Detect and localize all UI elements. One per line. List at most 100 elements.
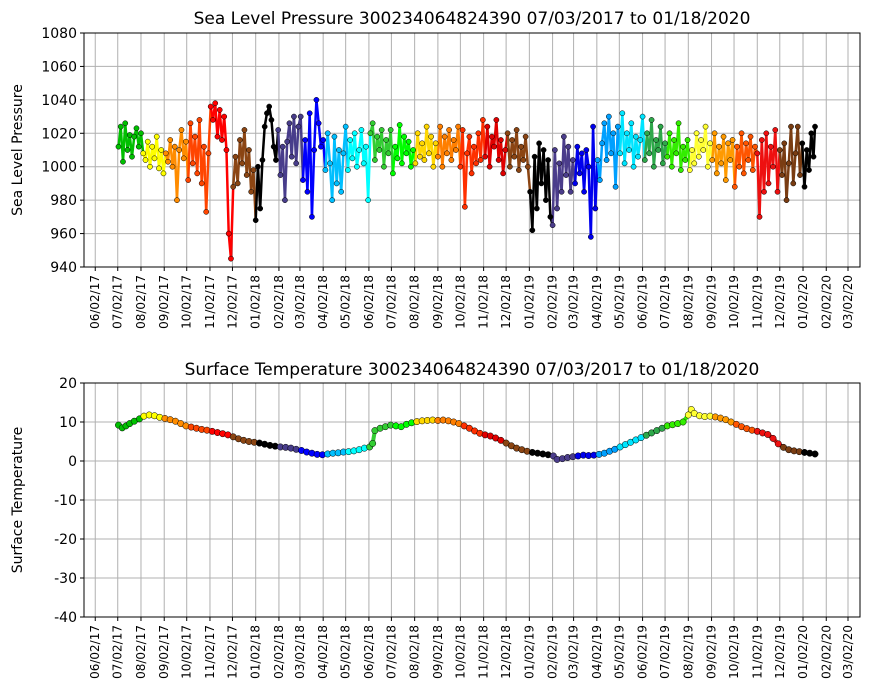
data-point	[120, 158, 126, 165]
data-point	[585, 163, 592, 170]
data-point	[385, 150, 392, 157]
data-point	[502, 147, 509, 153]
data-point	[279, 143, 286, 150]
data-point	[196, 117, 203, 123]
data-point	[419, 140, 425, 147]
data-point	[534, 205, 540, 212]
x-tick-label: 03/02/20	[841, 275, 855, 329]
x-tick-label: 03/02/19	[567, 275, 581, 329]
data-point	[781, 140, 788, 147]
data-point	[565, 143, 572, 150]
x-tick-label: 12/02/18	[499, 625, 513, 679]
data-point	[232, 153, 239, 160]
data-point	[219, 137, 225, 143]
data-point	[327, 160, 333, 167]
data-point	[691, 160, 698, 167]
x-tick-label: 04/02/19	[590, 625, 604, 679]
data-point	[536, 140, 542, 147]
x-tick-label: 10/02/19	[727, 275, 741, 329]
data-segment	[488, 135, 494, 168]
y-tick-labels: -40 -30 -20 -10 0 10 20	[54, 376, 84, 626]
data-point	[700, 147, 707, 153]
data-point	[525, 163, 531, 170]
data-point	[626, 147, 632, 153]
data-segment	[812, 125, 817, 158]
data-point	[201, 143, 207, 150]
data-point	[363, 143, 369, 150]
data-point	[567, 188, 574, 195]
data-point	[471, 143, 477, 150]
data-point	[729, 137, 736, 143]
data-point	[554, 205, 560, 212]
data-point	[538, 180, 545, 187]
y-tick-label: -40	[54, 610, 77, 626]
data-point	[390, 170, 396, 177]
data-point	[662, 140, 668, 147]
data-segment	[225, 148, 230, 235]
y-tick-label: 10	[59, 415, 77, 431]
data-point	[367, 130, 374, 137]
x-tick-label: 01/02/20	[796, 625, 810, 679]
data-point	[484, 123, 491, 130]
data-point	[300, 177, 306, 183]
y-tick-labels: 940 960 980 1000 1020 1040 1060 1080	[41, 26, 84, 276]
data-point	[599, 140, 605, 147]
x-tick-label: 04/02/18	[316, 275, 330, 329]
data-point	[428, 133, 434, 140]
data-point	[659, 160, 666, 167]
data-point	[365, 197, 372, 203]
data-point	[216, 107, 223, 113]
data-point	[284, 138, 291, 145]
x-tick-label: 02/02/19	[546, 275, 560, 329]
x-tick-label: 10/02/19	[727, 625, 741, 679]
data-point	[142, 157, 149, 163]
x-tick-label: 06/02/17	[88, 275, 102, 329]
data-point	[644, 130, 650, 137]
data-point	[617, 150, 623, 157]
x-tick-label: 09/02/17	[157, 275, 171, 329]
data-segment	[501, 148, 507, 175]
data-point	[329, 197, 336, 203]
x-tick-label: 11/02/18	[477, 275, 491, 329]
data-point	[504, 130, 511, 137]
x-tick-label: 09/02/19	[705, 275, 719, 329]
data-point	[756, 214, 763, 220]
data-point	[133, 125, 140, 132]
data-point	[228, 255, 234, 262]
x-tick-label: 11/02/18	[477, 625, 491, 679]
data-point	[605, 113, 612, 120]
data-point	[324, 130, 331, 137]
data-point	[205, 150, 212, 157]
data-point	[239, 160, 246, 167]
data-point	[529, 227, 536, 234]
data-point	[320, 137, 327, 143]
data-point	[608, 150, 614, 157]
x-tick-label: 07/02/18	[384, 275, 398, 329]
y-tick-label: 1040	[41, 93, 77, 109]
data-point	[572, 180, 578, 187]
data-point	[520, 157, 527, 163]
data-point	[806, 167, 812, 173]
data-point	[522, 133, 529, 140]
x-tick-label: 08/02/17	[134, 625, 148, 679]
data-point	[511, 153, 518, 160]
data-point	[162, 150, 169, 157]
data-point	[480, 117, 486, 123]
data-segment	[204, 152, 210, 214]
data-point	[493, 117, 500, 123]
data-point	[632, 133, 639, 140]
data-point	[234, 180, 241, 187]
data-point	[277, 172, 284, 178]
data-point	[349, 155, 356, 162]
x-tick-label: 04/02/18	[316, 625, 330, 679]
y-tick-label: 1020	[41, 126, 77, 142]
x-tick-label: 11/02/17	[203, 275, 217, 329]
data-segment	[751, 145, 757, 172]
data-point	[736, 163, 743, 170]
x-tick-label: 11/02/19	[750, 625, 764, 679]
data-point	[693, 130, 700, 137]
data-point	[650, 163, 657, 170]
chart-title: Sea Level Pressure 300234064824390 07/03…	[194, 9, 751, 29]
data-point	[459, 127, 466, 133]
